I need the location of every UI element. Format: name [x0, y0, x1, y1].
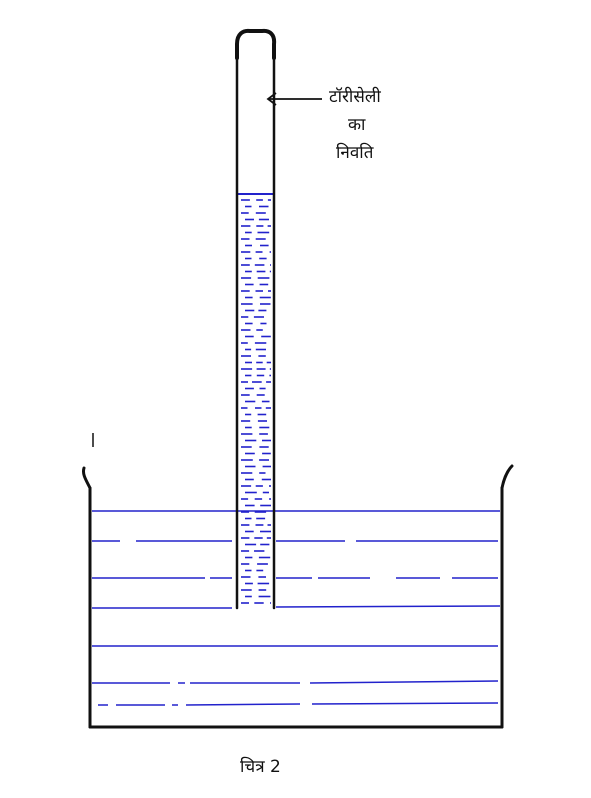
annotation-line-2: का	[348, 115, 366, 135]
vacuum-pointer-arrow	[266, 92, 322, 106]
tube-closed-top	[235, 28, 277, 60]
mercury-column	[241, 199, 271, 604]
mercury-dashes-row-3	[92, 605, 501, 609]
mercury-dashes-row-6	[98, 702, 499, 706]
glass-tube	[235, 28, 277, 610]
mercury-dashes-row-5	[92, 680, 499, 684]
trough-left-lip	[82, 466, 92, 490]
annotation-line-3: निवति	[336, 143, 374, 163]
trough-right-lip	[500, 464, 514, 490]
figure-caption: चित्र 2	[240, 757, 281, 777]
annotation-line-1: टॉरीसेली	[329, 87, 381, 107]
trough-mercury	[92, 510, 501, 706]
trough	[82, 464, 514, 729]
